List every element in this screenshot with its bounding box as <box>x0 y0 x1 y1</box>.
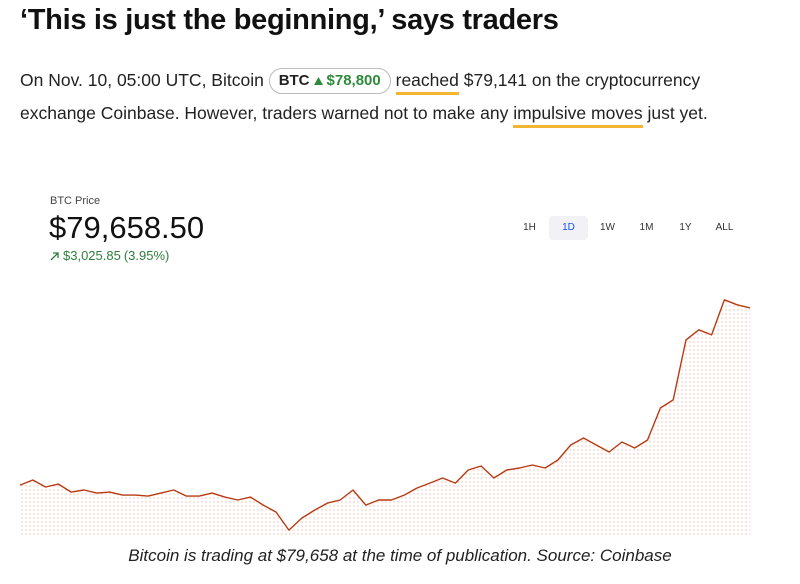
text: On Nov. 10, 05:00 UTC, Bitcoin <box>20 70 264 90</box>
price-change: $3,025.85 (3.95%) <box>50 248 169 263</box>
range-button[interactable]: 1M <box>639 222 654 233</box>
paragraph: On Nov. 10, 05:00 UTC, Bitcoin BTC $78,80… <box>20 64 710 130</box>
text: just yet. <box>647 103 708 123</box>
range-button[interactable]: ALL <box>715 222 734 233</box>
range-button[interactable]: 1H <box>523 222 536 233</box>
up-icon <box>313 77 323 85</box>
price-label: BTC Price <box>50 195 101 207</box>
text: $79,141 on the cryptocurrency exchange C… <box>20 70 701 123</box>
ticker-pill[interactable]: BTC $78,800 <box>268 68 391 94</box>
range-selector: 1H 1D 1W 1M 1Y ALL <box>510 216 744 240</box>
area <box>20 299 750 535</box>
arrow-icon <box>50 251 59 260</box>
ticker-price: $78,800 <box>326 72 381 89</box>
price: $79,658.50 <box>49 210 205 245</box>
price-line <box>19 299 751 531</box>
ticker: BTC <box>278 72 310 89</box>
change-pct: (3.95%) <box>123 248 170 263</box>
headline: ‘This is just the beginning,’ says trade… <box>20 4 559 36</box>
link[interactable]: reached <box>395 70 459 95</box>
range-button[interactable]: 1D <box>549 216 588 240</box>
range-button[interactable]: 1W <box>600 222 615 233</box>
caption: Bitcoin is trading at $79,658 at the tim… <box>128 546 672 565</box>
range-button[interactable]: 1Y <box>679 222 692 233</box>
link[interactable]: impulsive moves <box>513 103 643 128</box>
change: $3,025.85 <box>63 248 121 263</box>
